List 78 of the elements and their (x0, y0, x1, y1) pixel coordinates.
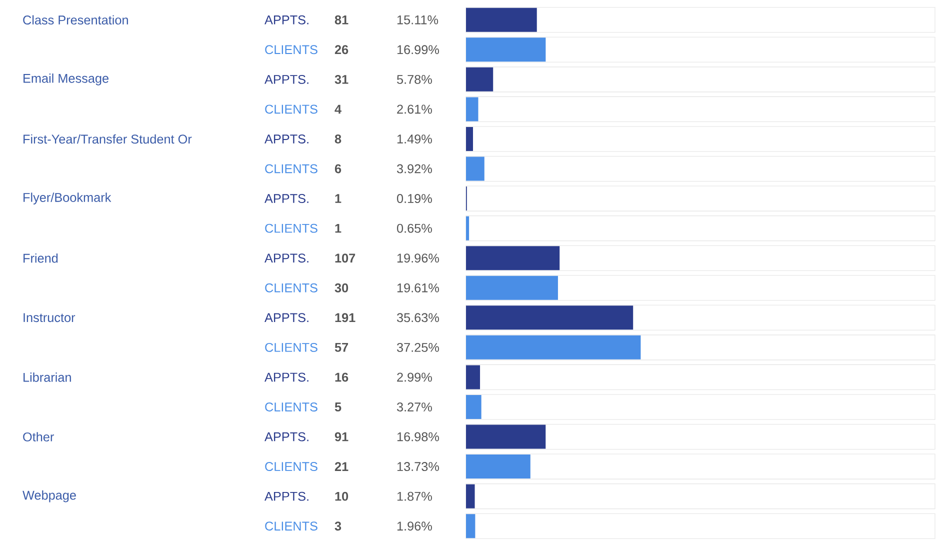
data-label: 16.99% (397, 45, 439, 54)
text: APPTS. (264, 492, 308, 501)
text: 1 (335, 224, 342, 233)
text: 16 (335, 372, 348, 382)
text: 21 (334, 462, 348, 471)
y-tick-label: Friend (24, 253, 58, 263)
data-label: 3.27% (396, 402, 432, 412)
text: 31 (334, 74, 348, 84)
text: CLIENTS (265, 104, 318, 114)
text: 30 (334, 283, 348, 292)
text: 10 (335, 492, 348, 501)
text: 191 (335, 313, 356, 322)
bar (466, 156, 484, 181)
text: CLIENTS (265, 164, 318, 174)
bar (466, 365, 480, 390)
bar (466, 394, 482, 419)
text: APPTS. (264, 313, 308, 322)
y-tick-label: Flyer/Bookmark (24, 192, 112, 204)
bar (466, 484, 475, 508)
text: APPTS. (264, 15, 308, 24)
bar (466, 8, 537, 32)
data-label: 16.98% (397, 432, 439, 442)
text: APPTS. (264, 254, 308, 263)
text: APPTS. (264, 432, 308, 442)
y-tick-label: First-Year/Transfer Student Or (24, 134, 192, 144)
text: 8 (334, 134, 342, 144)
y-tick-label: Instructor (24, 313, 76, 322)
text: 57 (334, 343, 348, 352)
y-tick-label: Class Presentation (23, 15, 128, 25)
text: 5 (334, 402, 342, 412)
text: CLIENTS (265, 522, 318, 531)
text: 1 (335, 194, 342, 203)
text: 81 (334, 15, 348, 24)
text: APPTS. (264, 74, 308, 84)
data-label: 19.96% (397, 254, 439, 263)
data-label: 1.96% (397, 522, 432, 531)
data-label: 37.25% (396, 342, 439, 352)
text: 3 (334, 522, 342, 531)
data-label: 3.92% (396, 164, 432, 174)
bar (466, 514, 476, 538)
text: 107 (335, 254, 356, 263)
bar (466, 424, 546, 449)
text: CLIENTS (265, 224, 318, 233)
data-label: 15.11% (397, 15, 438, 24)
data-label: 0.19% (396, 194, 432, 204)
data-label: 1.87% (397, 492, 432, 501)
text: APPTS. (264, 372, 308, 382)
bar (466, 216, 470, 240)
bar (466, 246, 560, 270)
text: APPTS. (264, 134, 308, 144)
data-label: 19.61% (397, 283, 439, 292)
text: CLIENTS (265, 462, 318, 472)
data-label: 13.73% (397, 462, 439, 472)
bar (466, 454, 530, 479)
data-label: 2.61% (397, 104, 432, 114)
bar (466, 97, 478, 122)
text: 4 (334, 104, 342, 114)
text: 6 (334, 164, 342, 174)
text: APPTS. (264, 194, 308, 204)
bar (466, 67, 494, 92)
text: 91 (334, 432, 348, 442)
bar (466, 276, 558, 300)
y-tick-label: Other (23, 432, 54, 442)
text: CLIENTS (265, 283, 318, 292)
y-tick-label: Webpage (22, 490, 76, 502)
bar (466, 38, 546, 62)
data-label: 35.63% (396, 313, 439, 322)
text: CLIENTS (265, 402, 318, 412)
y-tick-label: Librarian (24, 372, 71, 382)
text: 26 (334, 45, 348, 54)
text: CLIENTS (265, 45, 318, 54)
y-tick-label: Email Message (24, 74, 108, 86)
text: CLIENTS (265, 342, 318, 352)
data-label: 0.65% (396, 224, 432, 233)
data-label: 2.99% (397, 372, 432, 382)
bar (466, 126, 473, 151)
data-label: 1.49% (397, 134, 432, 144)
data-label: 5.78% (396, 74, 432, 84)
